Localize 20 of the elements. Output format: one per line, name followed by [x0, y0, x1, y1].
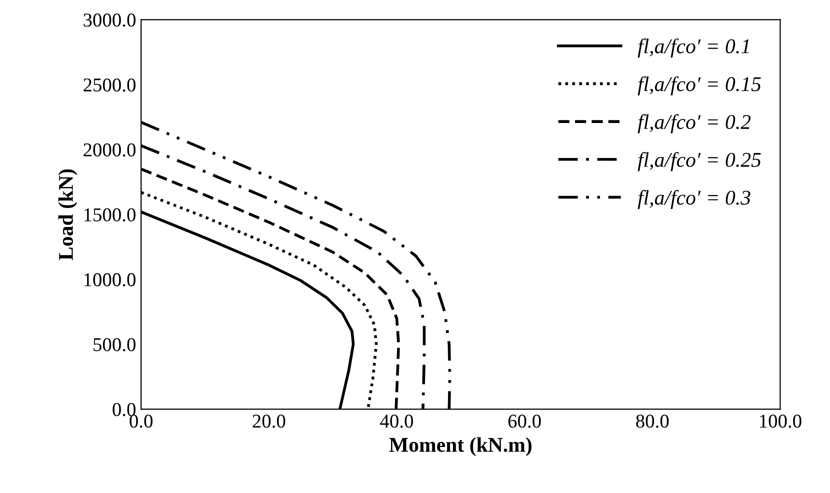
y-axis-title: Load (kN): [58, 169, 78, 260]
y-tick-label: 0.0: [112, 403, 136, 416]
legend-label: fl,a/fco′ = 0.3: [638, 190, 750, 209]
x-tick-label: 20.0: [252, 414, 286, 428]
legend-label: fl,a/fco′ = 0.1: [638, 38, 749, 58]
y-tick-label: 1000.0: [84, 273, 136, 286]
legend-label: fl,a/fco′ = 0.2: [638, 114, 751, 134]
y-tick-label: 2500.0: [84, 78, 136, 92]
x-tick-label: 40.0: [380, 414, 414, 428]
y-tick-label: 2000.0: [84, 143, 136, 157]
x-axis-title: Moment (kN.m): [389, 437, 532, 456]
x-tick-label: 60.0: [508, 414, 541, 428]
y-tick-label: 3000.0: [84, 14, 136, 27]
legend-label: fl,a/fco′ = 0.15: [638, 76, 761, 96]
legend-label: fl,a/fco′ = 0.25: [638, 152, 761, 172]
x-tick-label: 0.0: [130, 414, 153, 428]
x-tick-label: 100.0: [760, 414, 802, 428]
x-tick-label: 80.0: [636, 414, 669, 428]
y-tick-label: 1500.0: [84, 208, 136, 222]
y-tick-label: 500.0: [94, 338, 136, 352]
